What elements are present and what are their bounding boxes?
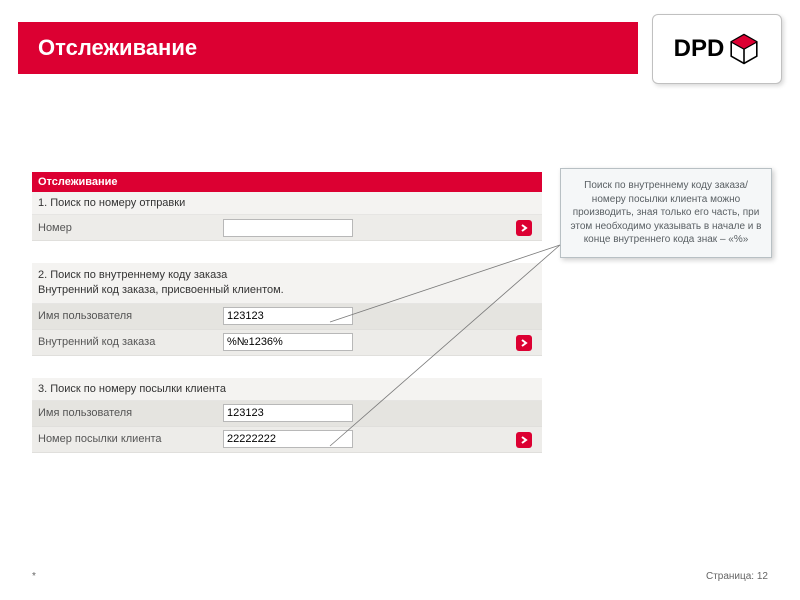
spacer bbox=[32, 241, 542, 263]
section3-parcel-row: Номер посылки клиента bbox=[32, 427, 542, 453]
dpd-cube-icon bbox=[728, 33, 760, 65]
internal-code-input[interactable] bbox=[223, 333, 353, 351]
section1-field-label: Номер bbox=[38, 222, 223, 234]
section3-user-label: Имя пользователя bbox=[38, 407, 223, 419]
section2-username-input[interactable] bbox=[223, 307, 353, 325]
section2-user-label: Имя пользователя bbox=[38, 310, 223, 322]
shipment-number-input[interactable] bbox=[223, 219, 353, 237]
page-title: Отслеживание bbox=[38, 35, 197, 61]
tracking-form: Отслеживание 1. Поиск по номеру отправки… bbox=[32, 172, 542, 453]
footer: * Страница: 12 bbox=[32, 571, 768, 582]
section3-search-button[interactable] bbox=[516, 432, 532, 448]
footer-left: * bbox=[32, 571, 36, 582]
chevron-right-icon bbox=[520, 436, 528, 444]
logo-box: DPD bbox=[652, 14, 782, 84]
section1-label: 1. Поиск по номеру отправки bbox=[32, 192, 542, 215]
header-bar: Отслеживание bbox=[18, 22, 638, 74]
chevron-right-icon bbox=[520, 339, 528, 347]
section3-user-row: Имя пользователя bbox=[32, 401, 542, 427]
section3-username-input[interactable] bbox=[223, 404, 353, 422]
section2-code-row: Внутренний код заказа bbox=[32, 330, 542, 356]
section2-code-label: Внутренний код заказа bbox=[38, 336, 223, 348]
spacer bbox=[32, 356, 542, 378]
form-panel-title: Отслеживание bbox=[32, 172, 542, 192]
logo-text: DPD bbox=[674, 35, 725, 63]
section2-desc: Внутренний код заказа, присвоенный клиен… bbox=[38, 283, 536, 298]
section1-number-row: Номер bbox=[32, 215, 542, 241]
section2-label: 2. Поиск по внутреннему коду заказа bbox=[38, 268, 536, 283]
section2-block: 2. Поиск по внутреннему коду заказа Внут… bbox=[32, 263, 542, 304]
section3-label: 3. Поиск по номеру посылки клиента bbox=[32, 378, 542, 401]
hint-callout: Поиск по внутреннему коду заказа/номеру … bbox=[560, 168, 772, 258]
section1-search-button[interactable] bbox=[516, 220, 532, 236]
hint-text: Поиск по внутреннему коду заказа/номеру … bbox=[571, 180, 762, 245]
client-parcel-number-input[interactable] bbox=[223, 430, 353, 448]
section3-parcel-label: Номер посылки клиента bbox=[38, 433, 223, 445]
footer-right: Страница: 12 bbox=[706, 571, 768, 582]
section2-search-button[interactable] bbox=[516, 335, 532, 351]
chevron-right-icon bbox=[520, 224, 528, 232]
section2-user-row: Имя пользователя bbox=[32, 304, 542, 330]
